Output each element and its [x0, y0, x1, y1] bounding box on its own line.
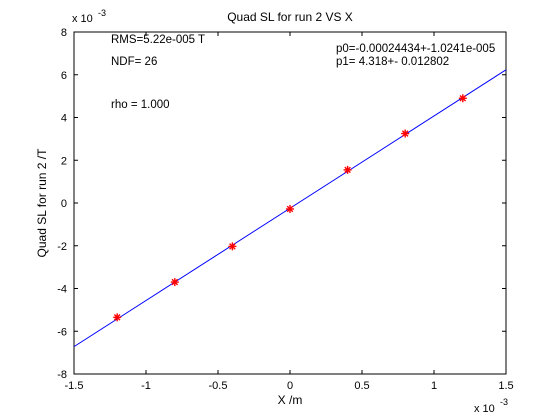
y-exponent-base: x 10 — [72, 13, 93, 25]
data-point-stroke — [229, 243, 236, 250]
x-axis-label: X /m — [278, 393, 303, 407]
data-point — [401, 129, 410, 138]
y-axis-label: Quad SL for run 2 /T — [35, 148, 49, 258]
x-exponent: x 10 -3 — [474, 397, 508, 415]
data-point-stroke — [344, 166, 351, 174]
y-axis: -8 -6 -4 -2 0 2 4 6 8 — [57, 27, 506, 381]
y-tick-label: 0 — [61, 198, 67, 210]
annotation-rho: rho = 1.000 — [111, 99, 170, 111]
y-tick-label: 4 — [61, 113, 67, 125]
data-point — [458, 94, 467, 103]
y-tick-label: 2 — [61, 155, 67, 167]
x-tick-label: -1.5 — [65, 380, 84, 392]
y-tick-label: -2 — [57, 241, 67, 253]
annotation-ndf: NDF= 26 — [111, 56, 157, 68]
annotation-p0: p0=-0.00024434+-1.0241e-005 — [336, 43, 495, 55]
x-tick-label: 0 — [287, 380, 293, 392]
data-points-layer — [113, 94, 467, 322]
y-tick-label: -8 — [57, 369, 67, 381]
data-point-stroke — [459, 94, 467, 102]
data-point — [113, 313, 122, 322]
data-point-stroke — [401, 130, 409, 137]
data-point — [286, 204, 294, 213]
chart-title: Quad SL for run 2 VS X — [227, 10, 353, 24]
x-tick-label: 0.5 — [354, 380, 369, 392]
y-tick-label: 8 — [61, 27, 67, 39]
plot-area — [73, 31, 507, 375]
y-tick-label: -4 — [57, 284, 67, 296]
data-point — [228, 242, 237, 251]
x-tick-label: 1.5 — [498, 380, 513, 392]
y-tick-label: -6 — [57, 326, 67, 338]
annotation-rms: RMS=5.22e-005 T — [111, 34, 205, 46]
x-exponent-base: x 10 — [474, 403, 495, 415]
data-point-stroke — [113, 314, 121, 321]
data-point — [343, 165, 352, 174]
x-tick-label: -0.5 — [209, 380, 228, 392]
y-exponent-power: -3 — [98, 8, 106, 18]
y-exponent: x 10 -3 — [72, 8, 106, 25]
data-point-stroke — [171, 278, 179, 286]
y-tick-label: 6 — [61, 70, 67, 82]
x-tick-label: 1 — [431, 380, 437, 392]
data-point — [170, 278, 179, 287]
data-point-stroke — [286, 205, 294, 213]
x-axis: -1.5 -1 -0.5 0 0.5 1 1.5 — [65, 32, 514, 392]
x-exponent-power: -3 — [500, 397, 508, 407]
annotation-p1: p1= 4.318+- 0.012802 — [336, 56, 449, 68]
x-tick-label: -1 — [141, 380, 151, 392]
